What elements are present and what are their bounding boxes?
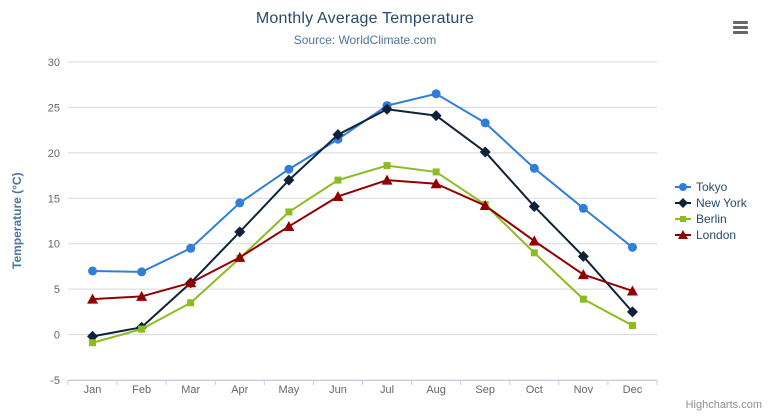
- data-point[interactable]: [480, 118, 490, 128]
- data-point[interactable]: [185, 277, 197, 288]
- data-point[interactable]: [431, 89, 441, 99]
- x-axis-label: Jun: [329, 384, 347, 396]
- data-point[interactable]: [87, 330, 99, 342]
- data-point[interactable]: [628, 321, 636, 329]
- series-london: [87, 174, 638, 304]
- series-berlin: [89, 162, 636, 347]
- y-axis-label: -5: [50, 375, 60, 387]
- legend-marker-icon: [675, 183, 691, 191]
- data-point[interactable]: [283, 220, 295, 231]
- data-point[interactable]: [528, 235, 540, 246]
- y-axis-label: 30: [48, 57, 60, 69]
- data-point[interactable]: [479, 200, 491, 211]
- legend-marker: [678, 198, 688, 208]
- hamburger-bar: [733, 26, 748, 29]
- data-point[interactable]: [332, 190, 344, 201]
- x-axis-label: May: [278, 384, 299, 396]
- data-point[interactable]: [332, 129, 344, 141]
- legend-item-label: Berlin: [696, 212, 727, 226]
- chart-subtitle: Source: WorldClimate.com: [293, 33, 437, 47]
- data-point[interactable]: [627, 242, 637, 252]
- data-point[interactable]: [137, 267, 147, 277]
- data-point[interactable]: [285, 208, 293, 216]
- data-point[interactable]: [479, 146, 491, 158]
- data-point[interactable]: [430, 178, 442, 189]
- x-axis-label: Dec: [623, 384, 643, 396]
- y-axis-label: 10: [48, 239, 60, 251]
- y-axis-label: 15: [48, 193, 60, 205]
- data-point[interactable]: [235, 198, 245, 208]
- x-axis-label: Oct: [526, 384, 543, 396]
- chart-title: Monthly Average Temperature: [255, 10, 475, 27]
- series-tokyo: [88, 89, 637, 277]
- legend-item-label: New York: [696, 196, 747, 210]
- legend-item-new-york[interactable]: New York: [675, 195, 747, 211]
- x-axis-label: Sep: [475, 384, 495, 396]
- legend-marker-icon: [675, 230, 691, 239]
- data-point[interactable]: [529, 163, 539, 173]
- legend-item-label: London: [696, 228, 737, 242]
- series-new-york: [87, 103, 638, 342]
- hamburger-icon[interactable]: [733, 21, 748, 36]
- legend-item-london[interactable]: London: [675, 227, 747, 243]
- data-point[interactable]: [579, 295, 587, 303]
- x-axis-label: Aug: [426, 384, 446, 396]
- x-axis-label: Apr: [231, 384, 248, 396]
- x-axis-label: Jul: [380, 384, 394, 396]
- data-point[interactable]: [136, 290, 148, 301]
- data-point[interactable]: [578, 203, 588, 213]
- data-point[interactable]: [528, 200, 540, 212]
- legend-marker-icon: [675, 198, 691, 208]
- series-line: [91, 92, 634, 273]
- x-axis-label: Feb: [132, 384, 151, 396]
- legend-item-tokyo[interactable]: Tokyo: [675, 179, 747, 195]
- data-point[interactable]: [432, 168, 440, 176]
- legend-item-berlin[interactable]: Berlin: [675, 211, 747, 227]
- x-axis-label: Mar: [181, 384, 200, 396]
- data-point[interactable]: [577, 250, 589, 262]
- series-line: [91, 164, 634, 344]
- data-point[interactable]: [234, 226, 246, 238]
- data-point[interactable]: [626, 306, 638, 318]
- hamburger-bar: [733, 31, 748, 34]
- data-point[interactable]: [283, 174, 295, 186]
- data-point[interactable]: [186, 243, 196, 253]
- legend-marker: [678, 230, 688, 239]
- y-axis-label: 25: [48, 102, 60, 114]
- legend-item-label: Tokyo: [696, 180, 728, 194]
- legend-marker: [680, 216, 686, 222]
- data-point[interactable]: [187, 299, 195, 307]
- data-point[interactable]: [87, 293, 99, 304]
- x-axis-label: Nov: [574, 384, 594, 396]
- data-point[interactable]: [430, 110, 442, 122]
- data-point[interactable]: [530, 249, 538, 257]
- highcharts-credit[interactable]: Highcharts.com: [685, 399, 762, 411]
- data-point[interactable]: [381, 174, 393, 185]
- legend: Tokyo New York Berlin London: [675, 179, 747, 243]
- data-point[interactable]: [89, 339, 97, 347]
- series-line: [91, 108, 634, 338]
- data-point[interactable]: [138, 325, 146, 333]
- legend-marker-icon: [675, 216, 691, 222]
- data-point[interactable]: [284, 164, 294, 174]
- data-point[interactable]: [381, 103, 393, 115]
- hamburger-bar: [733, 21, 748, 24]
- series-line: [91, 179, 634, 301]
- data-point[interactable]: [334, 176, 342, 184]
- x-axis-label: Jan: [84, 384, 102, 396]
- data-point[interactable]: [626, 285, 638, 296]
- legend-marker: [679, 183, 687, 191]
- data-point[interactable]: [383, 162, 391, 170]
- y-axis-label: 5: [54, 284, 60, 296]
- data-point[interactable]: [234, 251, 246, 262]
- y-axis-label: 20: [48, 148, 60, 160]
- data-point[interactable]: [577, 269, 589, 280]
- y-axis-label: 0: [54, 330, 60, 342]
- data-point[interactable]: [88, 266, 98, 276]
